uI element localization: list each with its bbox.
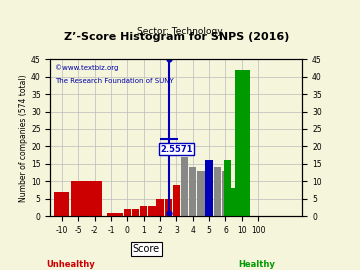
Bar [226,188,233,216]
Bar [238,209,246,216]
Bar [71,181,86,216]
Bar [116,212,123,216]
Bar [234,192,242,216]
Text: ©www.textbiz.org: ©www.textbiz.org [55,64,119,71]
Bar [206,160,213,216]
Bar [235,126,249,216]
Bar [123,209,131,216]
Bar [140,205,147,216]
Bar [156,199,164,216]
Bar [235,70,250,216]
Bar [238,199,246,216]
Bar [238,199,246,216]
Bar [228,192,235,216]
Text: Sector: Technology: Sector: Technology [137,27,223,36]
Title: Z’-Score Histogram for SNPS (2016): Z’-Score Histogram for SNPS (2016) [64,32,289,42]
Bar [54,192,69,216]
Bar [107,212,114,216]
Bar [173,185,180,216]
Bar [230,199,237,216]
Bar [148,205,156,216]
Text: Score: Score [132,244,160,254]
Y-axis label: Number of companies (574 total): Number of companies (574 total) [19,74,28,201]
Bar [197,171,204,216]
Bar [165,199,172,216]
Text: Healthy: Healthy [239,260,275,269]
Text: 2.5571: 2.5571 [160,145,193,154]
Text: The Research Foundation of SUNY: The Research Foundation of SUNY [55,78,174,84]
Bar [181,157,188,216]
Bar [132,209,139,216]
Bar [189,167,197,216]
Bar [236,199,243,216]
Bar [235,91,250,216]
Bar [213,167,221,216]
Bar [222,171,229,216]
Bar [232,188,239,216]
Bar [238,199,246,216]
Bar [224,160,231,216]
Bar [76,181,91,216]
Text: Unhealthy: Unhealthy [46,260,95,269]
Bar [87,181,102,216]
